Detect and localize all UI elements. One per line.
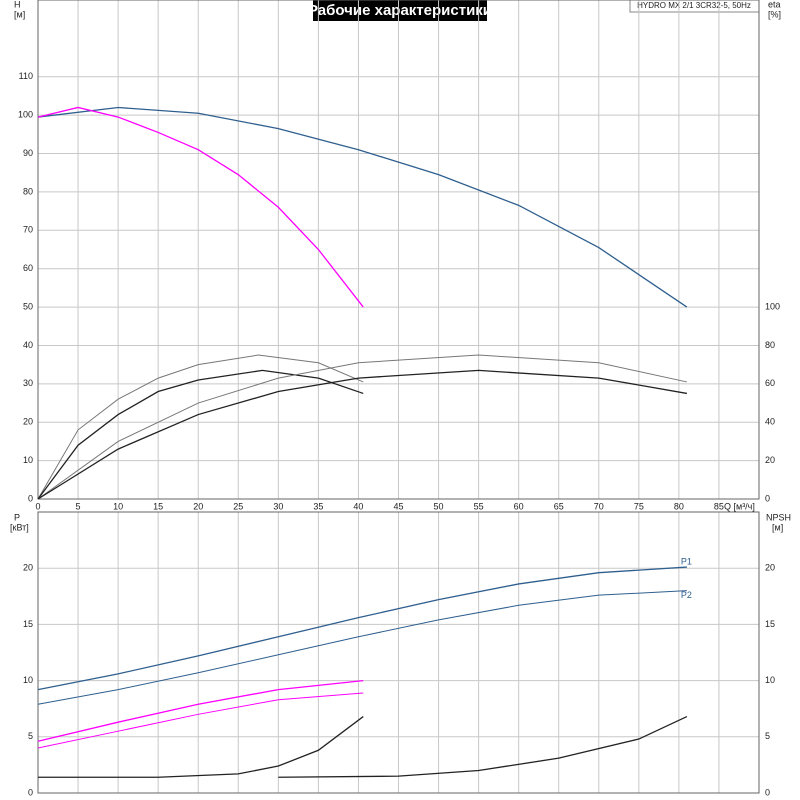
y2-tick-label: 10 [765, 675, 775, 685]
y-tick-label: 10 [23, 455, 33, 465]
y2-label: NPSH [766, 512, 791, 522]
y2-tick-label: 20 [765, 455, 775, 465]
x-tick-label: 45 [393, 501, 403, 511]
series-line [37, 679, 364, 742]
x-tick-label: 10 [113, 501, 123, 511]
y-tick-label: 110 [19, 71, 33, 81]
x-tick-label: 20 [193, 501, 203, 511]
series-line [37, 590, 687, 705]
y-tick-label: 90 [23, 148, 33, 158]
x-tick-label: 65 [554, 501, 564, 511]
y-tick-label: 80 [23, 186, 33, 196]
y2-tick-label: 80 [765, 340, 775, 350]
y-tick-label: 70 [23, 225, 33, 235]
series-line [37, 106, 364, 308]
y2-tick-label: 20 [765, 563, 775, 573]
y2-tick-label: 15 [765, 619, 775, 629]
x-tick-label: 55 [474, 501, 484, 511]
x-label: Q [м³/ч] [724, 501, 755, 511]
series-line [37, 354, 364, 500]
series-line [37, 566, 687, 691]
x-tick-label: 25 [233, 501, 243, 511]
title-box [313, 0, 487, 21]
y-tick-label: 30 [23, 378, 33, 388]
y-unit: [м] [14, 9, 25, 19]
x-tick-label: 75 [634, 501, 644, 511]
y-label: P [14, 512, 20, 522]
y2-unit: [м] [772, 522, 783, 532]
series-line [278, 715, 688, 778]
x-tick-label: 5 [76, 501, 81, 511]
series-line [37, 369, 364, 500]
chart-title: Рабочие характеристики [308, 2, 492, 19]
x-tick-label: 70 [594, 501, 604, 511]
x-tick-label: 40 [353, 501, 363, 511]
y-tick-label: 15 [23, 619, 33, 629]
x-tick-label: 30 [273, 501, 283, 511]
x-tick-label: 50 [434, 501, 444, 511]
y-tick-label: 60 [23, 263, 33, 273]
x-tick-label: 15 [153, 501, 163, 511]
annotation: HYDRO MX 2/1 3CR32-5, 50Hz [637, 1, 751, 10]
series-line [37, 369, 688, 500]
series-line [37, 354, 688, 500]
series-line [37, 692, 364, 749]
series-line [37, 106, 688, 308]
y2-tick-label: 60 [765, 378, 775, 388]
y-label: H [14, 0, 21, 9]
x-tick-label: 60 [514, 501, 524, 511]
y-tick-label: 100 [18, 110, 33, 120]
y-unit: [кВт] [10, 522, 29, 532]
y2-tick-label: 5 [765, 731, 770, 741]
x-tick-label: 35 [313, 501, 323, 511]
y2-tick-label: 100 [765, 301, 780, 311]
y2-unit: [%] [768, 9, 781, 19]
x-tick-label: 0 [35, 501, 40, 511]
y-tick-label: 0 [28, 493, 33, 503]
plot-frame [37, 0, 760, 500]
plot-frame [37, 511, 760, 794]
y-tick-label: 0 [28, 787, 33, 797]
y-tick-label: 20 [23, 417, 33, 427]
series-label: P2 [681, 590, 692, 600]
series-line [38, 716, 364, 778]
x-tick-label: 85 [714, 501, 724, 511]
y2-tick-label: 40 [765, 417, 775, 427]
y-tick-label: 5 [28, 731, 33, 741]
y2-label: eta [768, 0, 781, 9]
y-tick-label: 50 [23, 301, 33, 311]
series-label: P1 [681, 556, 692, 566]
y-tick-label: 20 [23, 563, 33, 573]
y2-tick-label: 0 [765, 493, 770, 503]
y-tick-label: 40 [23, 340, 33, 350]
y2-tick-label: 0 [765, 787, 770, 797]
y-tick-label: 10 [23, 675, 33, 685]
x-tick-label: 80 [674, 501, 684, 511]
